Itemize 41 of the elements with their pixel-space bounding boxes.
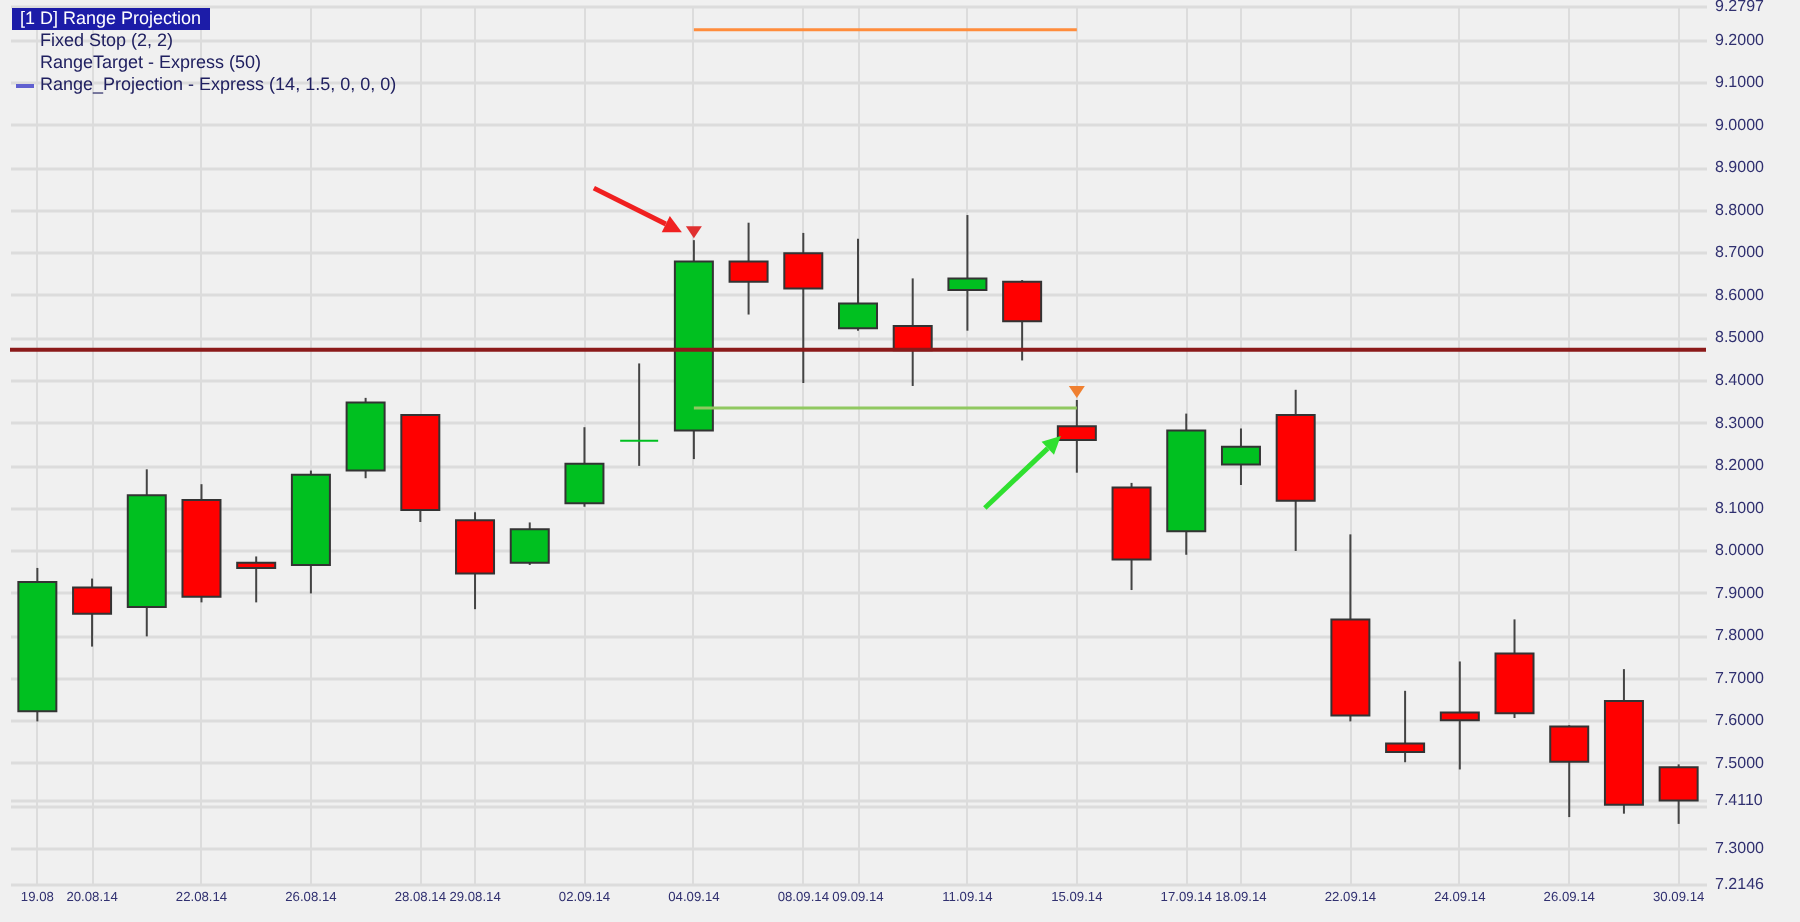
y-tick-label: 8.8000 <box>1715 200 1766 219</box>
y-tick-label: 7.4110 <box>1715 791 1764 810</box>
y-tick-label: 7.8000 <box>1715 626 1766 645</box>
annotation: Range_Projection - Express (14, 1.5, 0, 0, 0) <box>38 74 397 96</box>
annotation: RangeTarget - Express (50) <box>38 52 264 74</box>
candlestick <box>1439 660 1480 771</box>
candlestick <box>72 577 113 648</box>
y-tick-label: 7.9000 <box>1715 583 1766 602</box>
candlestick <box>783 231 824 384</box>
y-tick-label: 9.1000 <box>1715 73 1766 92</box>
chart-title: [1 D] Range Projection <box>12 8 210 30</box>
y-tick-label: 9.0000 <box>1715 115 1766 134</box>
y-tick-label: 7.6000 <box>1715 711 1766 730</box>
y-tick-label: 8.4000 <box>1715 371 1766 390</box>
y-tick-label: 8.5000 <box>1715 328 1766 347</box>
candlestick <box>1220 427 1261 487</box>
y-tick-label: 9.2000 <box>1715 30 1766 49</box>
candlestick <box>564 426 605 508</box>
candlestick <box>1002 279 1043 362</box>
y-tick-label: 8.0000 <box>1715 541 1766 560</box>
candlestick <box>509 521 550 566</box>
y-tick-label: 9.2797 <box>1715 0 1766 15</box>
y-tick-label: 8.9000 <box>1715 158 1766 177</box>
y-tick-label: 8.3000 <box>1715 413 1766 432</box>
y-tick-label: 7.3000 <box>1715 838 1766 857</box>
candlestick <box>619 362 660 467</box>
candlestick <box>838 237 878 332</box>
candlestick <box>236 555 277 604</box>
y-tick-label: 7.7000 <box>1715 668 1766 687</box>
y-tick-label: 8.1000 <box>1715 498 1766 517</box>
candlestick <box>728 221 769 316</box>
annotation: Fixed Stop (2, 2) <box>38 30 176 52</box>
candlestick <box>947 214 988 332</box>
y-tick-label: 8.2000 <box>1715 456 1766 475</box>
candlestick <box>1385 689 1426 764</box>
y-tick-label: 8.7000 <box>1715 243 1766 262</box>
y-tick-label: 7.5000 <box>1715 753 1766 772</box>
candlestick <box>1658 763 1699 825</box>
y-tick-label: 7.2146 <box>1715 875 1766 893</box>
y-tick-label: 8.6000 <box>1715 285 1766 304</box>
candlestick <box>1549 724 1590 819</box>
